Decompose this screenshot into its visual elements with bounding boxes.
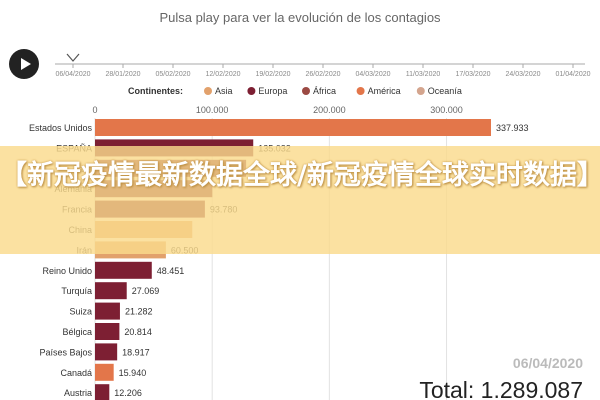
- category-label: Suiza: [69, 307, 92, 317]
- timeline-label: 24/03/2020: [505, 71, 540, 78]
- bar[interactable]: [95, 323, 120, 340]
- x-tick-label: 0: [92, 105, 97, 115]
- timeline-label: 11/03/2020: [406, 71, 441, 78]
- legend-swatch: [302, 87, 310, 95]
- bar[interactable]: [95, 363, 114, 381]
- bar[interactable]: [95, 119, 491, 136]
- timeline-label: 06/04/2020: [55, 71, 90, 78]
- overlay-banner-text: 【新冠疫情最新数据全球/新冠疫情全球实时数据】: [0, 160, 600, 191]
- legend-swatch: [356, 87, 365, 95]
- timeline-label: 17/03/2020: [455, 71, 490, 78]
- legend-swatch: [204, 87, 212, 95]
- bar[interactable]: [95, 384, 110, 400]
- timeline-label: 04/03/2020: [355, 71, 390, 78]
- legend-entry: América: [368, 86, 401, 96]
- category-label: Estados Unidos: [29, 123, 93, 133]
- play-icon[interactable]: [9, 49, 39, 79]
- category-label: Turquía: [61, 286, 92, 296]
- legend-entry: Europa: [258, 86, 287, 96]
- value-label: 21.282: [125, 307, 153, 317]
- value-label: 27.069: [132, 286, 160, 296]
- timeline-label: 05/02/2020: [155, 71, 190, 78]
- legend-title: Continentes:: [128, 86, 183, 96]
- overlay-banner: [0, 146, 600, 254]
- legend-entry: Asia: [215, 86, 233, 96]
- value-label: 12.206: [114, 388, 142, 398]
- bar[interactable]: [95, 261, 152, 279]
- timeline-label: 28/01/2020: [105, 71, 140, 78]
- timeline-label: 26/02/2020: [305, 71, 340, 78]
- timeline-label: 12/02/2020: [205, 71, 240, 78]
- bar[interactable]: [95, 343, 118, 361]
- timeline-handle-icon[interactable]: [66, 53, 80, 62]
- legend-entry: Oceanía: [428, 86, 462, 96]
- total-count: Total: 1.289.087: [419, 377, 583, 400]
- value-label: 15.940: [119, 368, 147, 378]
- value-label: 337.933: [496, 123, 529, 133]
- timeline-label: 01/04/2020: [555, 71, 590, 78]
- legend-swatch: [247, 87, 256, 95]
- value-label: 48.451: [157, 266, 185, 276]
- value-label: 20.814: [124, 327, 152, 337]
- category-label: Países Bajos: [39, 347, 92, 357]
- timeline-label: 19/02/2020: [255, 71, 290, 78]
- x-tick-label: 100.000: [196, 105, 229, 115]
- legend-entry: África: [313, 86, 336, 96]
- chart-title: Pulsa play para ver la evolución de los …: [159, 10, 441, 25]
- legend-swatch: [416, 87, 425, 95]
- bar[interactable]: [95, 282, 127, 300]
- category-label: Reino Unido: [42, 266, 92, 276]
- category-label: Bélgica: [62, 327, 92, 337]
- value-label: 18.917: [122, 347, 150, 357]
- category-label: Canadá: [60, 368, 92, 378]
- x-tick-label: 200.000: [313, 105, 346, 115]
- x-tick-label: 300.000: [430, 105, 463, 115]
- category-label: Austria: [64, 388, 92, 398]
- current-date: 06/04/2020: [513, 355, 583, 371]
- bar[interactable]: [95, 302, 120, 320]
